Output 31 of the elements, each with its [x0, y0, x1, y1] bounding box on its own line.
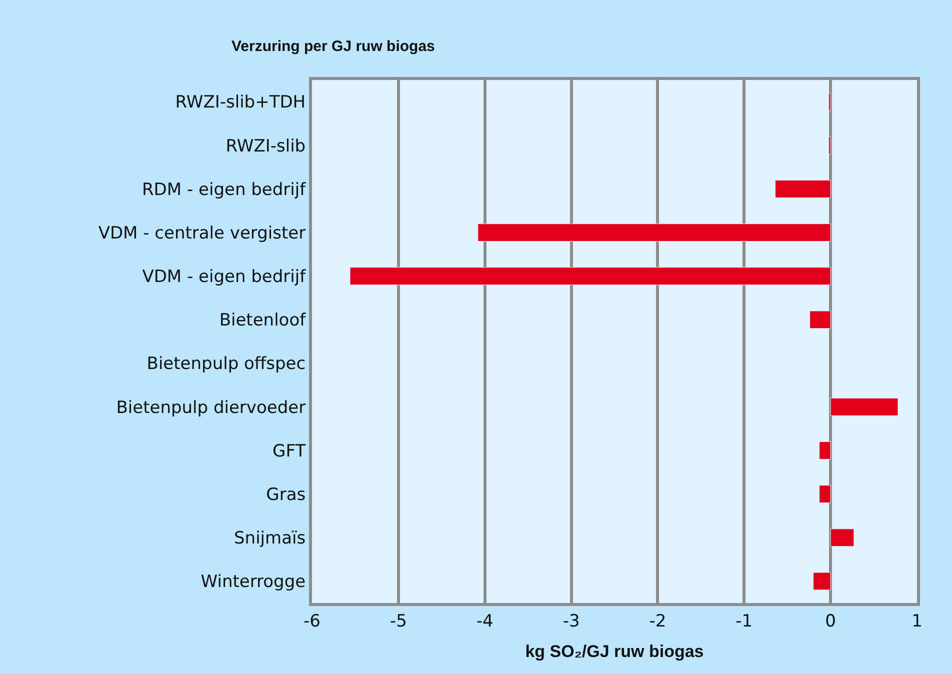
y-tick-label: RWZI-slib+TDH	[175, 92, 306, 113]
x-tick-label: -4	[476, 611, 494, 632]
bar	[819, 441, 831, 460]
y-tick-label: Snijmaïs	[234, 528, 306, 549]
bar	[350, 267, 831, 286]
x-tick-label: -6	[304, 611, 320, 632]
y-tick-label: VDM - centrale vergister	[98, 223, 306, 244]
bar	[819, 485, 831, 504]
chart-title: Verzuring per GJ ruw biogas	[232, 38, 435, 55]
y-tick-label: Bietenloof	[219, 310, 307, 331]
bar	[478, 224, 831, 242]
bar	[830, 398, 898, 416]
x-tick-label: 0	[825, 611, 836, 632]
y-tick-label: GFT	[272, 441, 306, 462]
y-tick-label: Bietenpulp offspec	[146, 354, 306, 374]
x-tick-label: -1	[736, 611, 753, 632]
y-tick-label: Winterrogge	[200, 572, 306, 592]
y-tick-label: RWZI-slib	[226, 136, 306, 156]
x-tick-label: -2	[649, 611, 666, 632]
y-tick-label: Gras	[266, 484, 306, 505]
y-tick-label: Bietenpulp diervoeder	[116, 398, 306, 418]
x-axis-title: kg SO₂/GJ ruw biogas	[525, 642, 704, 661]
x-tick-label: 1	[912, 611, 922, 632]
x-tick-label: -3	[562, 611, 580, 632]
x-tick-label: -5	[390, 611, 407, 632]
bar	[810, 310, 831, 329]
bar	[830, 528, 854, 547]
y-tick-label: VDM - eigen bedrijf	[142, 267, 307, 288]
y-tick-label: RDM - eigen bedrijf	[142, 180, 307, 200]
bar	[813, 572, 831, 590]
bar	[775, 180, 831, 198]
